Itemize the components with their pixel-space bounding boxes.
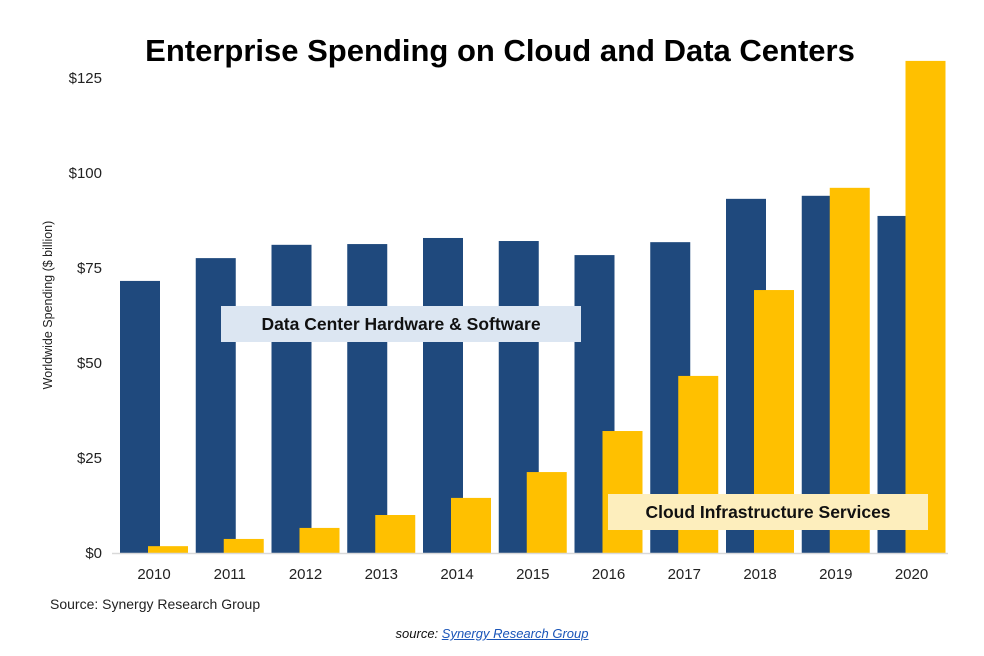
- x-tick-label: 2016: [592, 566, 625, 583]
- bar-cloud-2011: [223, 538, 264, 553]
- bar-data-center-2013: [347, 244, 388, 553]
- y-tick-label: $25: [77, 450, 102, 467]
- x-tick-label: 2019: [819, 566, 852, 583]
- chart: Enterprise Spending on Cloud and Data Ce…: [41, 33, 948, 612]
- bar-cloud-2020: [905, 60, 946, 554]
- y-tick-label: $0: [85, 545, 102, 562]
- x-tick-label: 2017: [668, 566, 701, 583]
- y-axis-label: Worldwide Spending ($ billion): [41, 221, 55, 390]
- series-label-box: [221, 306, 581, 342]
- x-axis-ticks: 2010 2011 2012 2013 2014 2015 2016 2017 2018 2019…: [137, 566, 928, 583]
- x-tick-label: 2020: [895, 566, 928, 583]
- series-label: Data Center Hardware & Software: [261, 314, 540, 334]
- x-tick-label: 2013: [365, 566, 398, 583]
- y-tick-label: $100: [69, 165, 102, 182]
- annotations: Data Center Hardware & Software Cloud Inf…: [221, 306, 928, 530]
- bar-cloud-2012: [299, 527, 340, 553]
- bar-cloud-2014: [451, 497, 491, 553]
- y-tick-label: $125: [69, 70, 102, 87]
- y-tick-label: $75: [77, 260, 102, 277]
- caption-prefix: source:: [395, 626, 442, 641]
- series-label: Cloud Infrastructure Services: [645, 502, 890, 522]
- x-tick-label: 2018: [743, 566, 776, 583]
- series-label-box: [608, 494, 928, 530]
- y-tick-label: $50: [77, 355, 102, 372]
- bar-data-center-2010: [120, 280, 160, 553]
- bar-cloud-2013: [375, 515, 416, 553]
- x-tick-label: 2010: [137, 566, 170, 583]
- bar-data-center-2011: [195, 258, 236, 553]
- x-tick-label: 2015: [516, 566, 549, 583]
- bar-cloud-2016: [602, 431, 643, 553]
- caption: source: Synergy Research Group: [0, 626, 984, 641]
- chart-title: Enterprise Spending on Cloud and Data Ce…: [145, 33, 855, 68]
- bar-cloud-2010: [148, 546, 188, 553]
- x-tick-label: 2014: [440, 566, 473, 583]
- bar-cloud-2015: [526, 472, 567, 553]
- source-link[interactable]: Synergy Research Group: [441, 626, 589, 641]
- x-tick-label: 2012: [289, 566, 322, 583]
- x-tick-label: 2011: [214, 566, 246, 583]
- bar-cloud-2019: [829, 187, 870, 553]
- bar-data-center-2012: [271, 244, 312, 553]
- y-axis-ticks: $0 $25 $50 $75 $100 $125: [69, 70, 102, 562]
- source-note: Source: Synergy Research Group: [50, 596, 260, 612]
